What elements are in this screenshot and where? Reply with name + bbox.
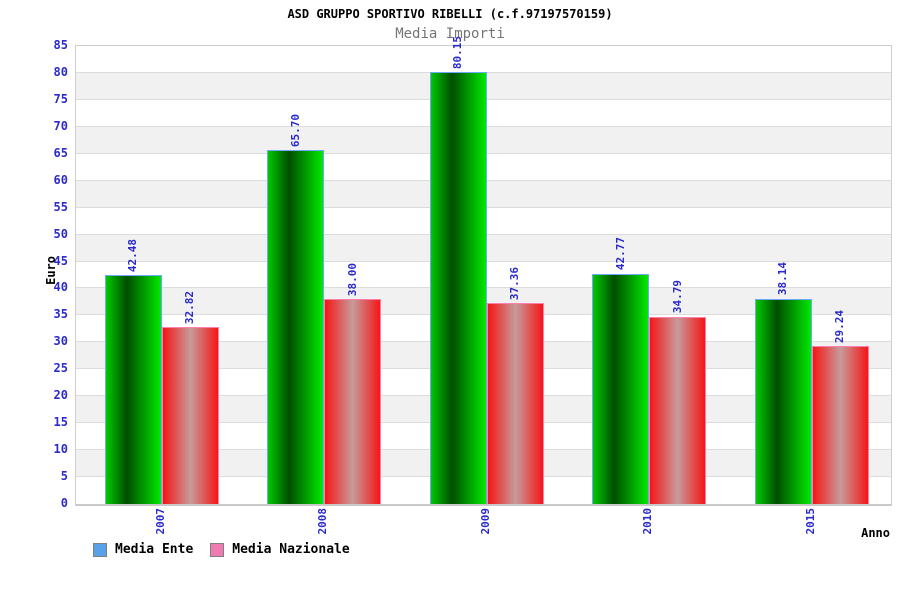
- bar-media-ente-2007: [104, 275, 162, 504]
- y-tick-label: 15: [53, 415, 68, 430]
- chart-subtitle: Media Importi: [395, 26, 505, 42]
- y-axis-title: Euro: [44, 256, 58, 285]
- y-tick-label: 75: [53, 91, 68, 106]
- bar-media-ente-2010: [592, 273, 649, 504]
- legend-swatch-media-nazionale: [210, 542, 225, 557]
- x-axis-title: Anno: [861, 526, 890, 540]
- bar-value-label: 29.24: [833, 310, 846, 344]
- y-tick-label: 0: [60, 496, 68, 510]
- bar-value-label: 37.36: [508, 266, 521, 300]
- y-tick-label: 80: [53, 64, 68, 79]
- legend-label-media-nazionale: Media Nazionale: [232, 542, 350, 557]
- y-tick-label: 65: [53, 145, 68, 160]
- bar-media-nazionale-2007: [161, 327, 219, 504]
- plot-area: 42.48 32.82 65.70 38.00 80.15 37.36 42.77 34.79…: [75, 36, 892, 506]
- bar-value-label: 34.79: [670, 280, 684, 314]
- y-tick-label: 50: [53, 226, 68, 241]
- bar-media-ente-2015: [754, 298, 812, 504]
- x-tick-label: 2007: [153, 508, 167, 535]
- bar-media-nazionale-2010: [649, 316, 706, 504]
- y-tick-label: 25: [53, 361, 68, 376]
- bar-value-label: 38.00: [345, 263, 359, 297]
- legend-item-media-ente: Media Ente: [93, 542, 193, 557]
- y-tick-label: 85: [53, 38, 68, 52]
- y-tick-label: 45: [53, 253, 68, 268]
- x-tick-label: 2010: [641, 508, 654, 535]
- legend-item-media-nazionale: Media Nazionale: [210, 542, 350, 557]
- y-tick-label: 20: [53, 388, 68, 403]
- y-tick-label: 40: [53, 280, 68, 295]
- y-tick-label: 10: [53, 442, 68, 457]
- y-tick-label: 30: [53, 334, 68, 349]
- bar-value-label: 42.77: [613, 237, 627, 271]
- y-tick-label: 60: [53, 172, 68, 187]
- y-tick-label: 70: [53, 118, 68, 133]
- y-tick-label: 55: [53, 199, 68, 214]
- y-tick-label: 35: [53, 307, 68, 322]
- bar-media-ente-2009: [429, 72, 487, 504]
- x-tick-label: 2015: [803, 508, 817, 535]
- bar-media-nazionale-2009: [486, 302, 544, 504]
- bar-media-nazionale-2015: [811, 346, 869, 504]
- bar-media-nazionale-2008: [324, 299, 381, 504]
- bar-value-label: 65.70: [288, 113, 302, 147]
- chart-title: ASD GRUPPO SPORTIVO RIBELLI (c.f.9719757…: [287, 7, 613, 21]
- legend: Media Ente Media Nazionale: [93, 542, 350, 557]
- y-tick-label: 5: [60, 469, 68, 484]
- bar-value-label: 38.14: [776, 262, 789, 296]
- bar-value-label: 32.82: [183, 291, 196, 325]
- bar-value-label: 80.15: [451, 36, 464, 70]
- x-tick-label: 2008: [316, 508, 329, 535]
- x-tick-label: 2009: [478, 508, 492, 535]
- legend-swatch-media-ente: [93, 542, 107, 557]
- bar-value-label: 42.48: [126, 238, 139, 273]
- legend-label-media-ente: Media Ente: [115, 542, 194, 557]
- bar-media-ente-2008: [267, 150, 324, 504]
